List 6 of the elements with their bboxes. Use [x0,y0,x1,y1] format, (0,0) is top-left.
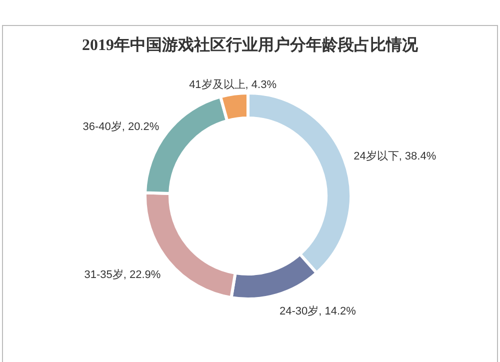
slice-label: 36-40岁, 20.2% [82,121,160,134]
slice-label: 41岁及以上, 4.3% [189,78,277,92]
chart-title: 2019年中国游戏社区行业用户分年龄段占比情况 [82,36,419,54]
slice-label: 24岁以下, 38.4% [354,150,436,163]
slice-label: 31-35岁, 22.9% [84,268,161,281]
slice-label: 24-30岁, 14.2% [280,306,356,318]
